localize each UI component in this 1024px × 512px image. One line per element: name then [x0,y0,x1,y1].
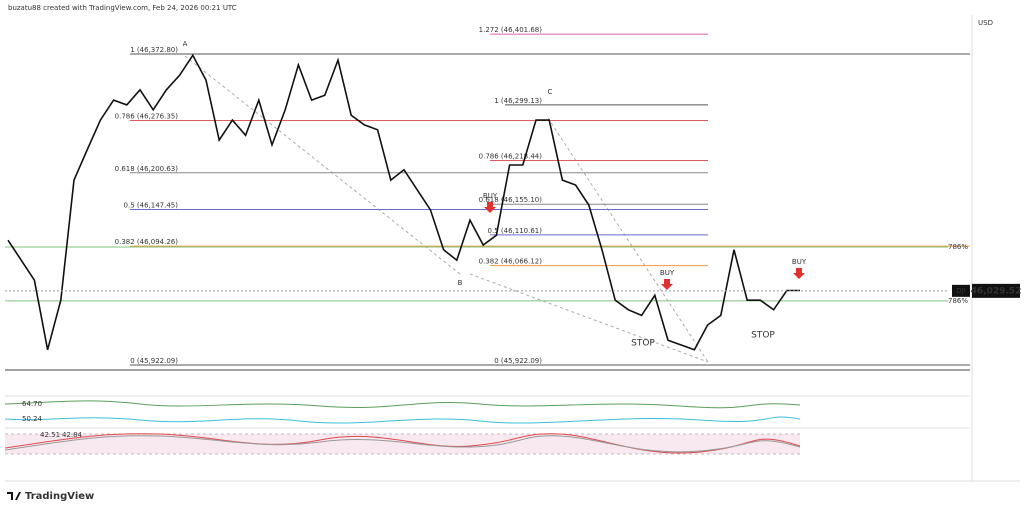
rsi-band [5,434,800,454]
buy-arrow [793,268,805,279]
indicator-line [4,416,801,424]
annotation: STOP [751,331,775,341]
indicator-line [4,433,801,454]
annotation: STOP [631,339,655,349]
fib-label: 0.786 (46,276.35) [115,113,179,121]
buy-arrow [661,279,673,290]
indicator-line [4,435,801,453]
indicator-label: 42.84 [62,431,83,439]
fib-label: 0.382 (46,066.12) [479,258,543,266]
level-label: 786% [948,297,968,305]
level-label: 786% [948,243,968,251]
fib-label: 0.5 (46,110.61) [488,227,543,235]
symbol: DJI [956,287,966,295]
indicator-label: 42.51 [40,431,60,439]
currency: USD [978,19,993,27]
annotation: A [183,40,188,48]
annotation: BUY [792,258,807,266]
fib-label: 0.5 (46,147.45) [124,201,179,209]
fib-label: 0 (45,922.09) [494,357,542,365]
annotation: B [458,279,463,287]
fib-label: 1 (46,299.13) [494,97,542,105]
buy-arrow [484,202,496,213]
fib-label: 1.272 (46,401.68) [479,26,543,34]
price-line [7,53,800,351]
fib-label: 0.382 (46,094.26) [115,238,179,246]
indicator-label: 64.70 [22,400,42,408]
annotation: BUY [483,192,498,200]
annotation: BUY [660,269,675,277]
brand: TradingView [25,491,94,502]
price-tag [972,283,1020,298]
pattern-line [184,55,709,363]
symbol-tag [952,284,970,297]
price-label: 46,029.52 [971,286,1022,296]
indicator-label: 50.24 [22,415,43,423]
annotation: C [548,88,553,96]
indicator-line [4,400,801,409]
fib-label: 1 (46,372.80) [130,46,178,54]
logo-icon [7,492,21,500]
fib-label: 0.618 (46,155.10) [479,196,543,204]
header: buzatu88 created with TradingView.com, F… [8,4,237,12]
fib-label: 0.786 (46,218.44) [479,153,543,161]
fib-label: 0 (45,922.09) [130,357,178,365]
logo: TradingView [7,491,94,502]
fib-label: 0.618 (46,200.63) [115,165,179,173]
